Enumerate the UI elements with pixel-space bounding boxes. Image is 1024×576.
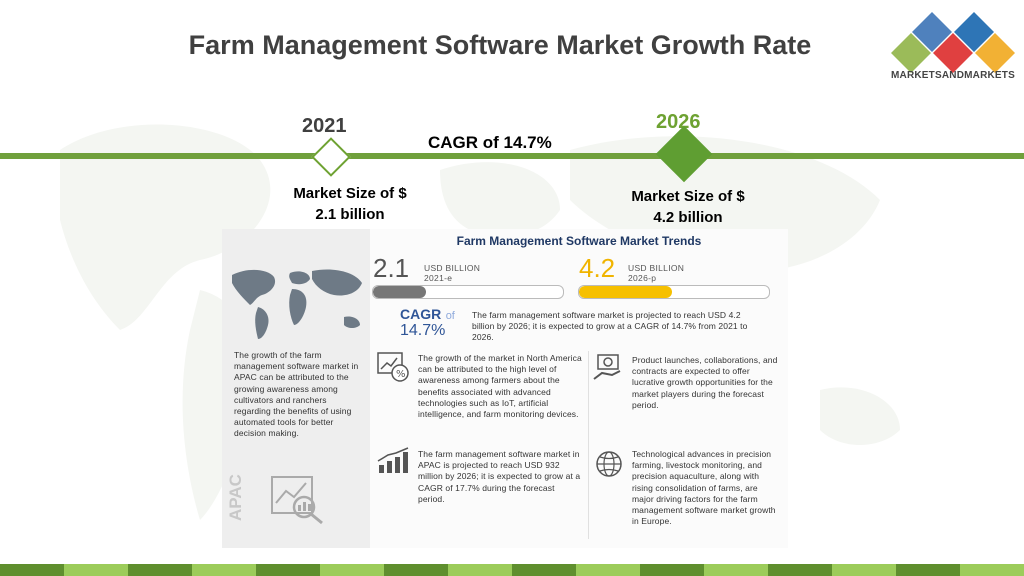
label-2021: 2021-e bbox=[424, 273, 453, 283]
analytics-magnifier-icon bbox=[271, 476, 323, 525]
market-size-start-line1: Market Size of $ bbox=[293, 185, 407, 202]
svg-text:%: % bbox=[396, 369, 406, 380]
progress-fill-2021 bbox=[373, 286, 427, 298]
market-size-end: Market Size of $ 4.2 billion bbox=[608, 186, 768, 228]
apac-sidebar: The growth of the farm management softwa… bbox=[222, 229, 370, 548]
timeline-bar bbox=[0, 153, 1024, 159]
trends-infographic: The growth of the farm management softwa… bbox=[222, 229, 788, 548]
column-divider bbox=[588, 351, 589, 539]
bar-growth-icon bbox=[377, 447, 409, 473]
point-apac: The farm management software market in A… bbox=[418, 449, 581, 504]
stripe-segment bbox=[576, 564, 640, 576]
cagr-block: CAGR of 14.7% bbox=[400, 306, 455, 340]
value-2026: 4.2 bbox=[579, 253, 616, 283]
page-title: Farm Management Software Market Growth R… bbox=[188, 30, 812, 60]
stripe-segment bbox=[192, 564, 256, 576]
stripe-segment bbox=[512, 564, 576, 576]
globe-icon bbox=[596, 451, 622, 477]
stripe-segment bbox=[960, 564, 1024, 576]
stripe-segment bbox=[320, 564, 384, 576]
infographic-title: Farm Management Software Market Trends bbox=[456, 234, 702, 248]
point-products: Product launches, collaborations, and co… bbox=[632, 355, 778, 410]
value-2021: 2.1 bbox=[373, 253, 410, 283]
unit-2021-text: USD BILLION bbox=[424, 263, 481, 273]
unit-2026: USD BILLION 2026-p bbox=[628, 263, 684, 283]
apac-side-text: The growth of the farm management softwa… bbox=[234, 350, 359, 439]
apac-vertical-label: APAC bbox=[226, 474, 245, 521]
progress-bar-2026 bbox=[578, 285, 770, 299]
progress-fill-2026 bbox=[579, 286, 673, 298]
stripe-segment bbox=[832, 564, 896, 576]
percent-chart-icon: % bbox=[377, 352, 409, 382]
stripe-segment bbox=[64, 564, 128, 576]
year-start: 2021 bbox=[302, 115, 347, 137]
unit-2021: USD BILLION 2021-e bbox=[424, 263, 480, 283]
summary-text: The farm management software market is p… bbox=[472, 310, 748, 343]
point-north-america: The growth of the market in North Americ… bbox=[418, 353, 582, 420]
market-size-end-line1: Market Size of $ bbox=[631, 188, 745, 205]
cagr-label: CAGR of 14.7% bbox=[428, 133, 552, 152]
stripe-segment bbox=[384, 564, 448, 576]
logo-text: MARKETSANDMARKETS bbox=[891, 70, 1015, 81]
world-map-icon bbox=[232, 269, 362, 339]
marketsandmarkets-logo-icon bbox=[891, 12, 1015, 73]
cagr-word: CAGR bbox=[400, 306, 442, 322]
market-size-end-line2: 4.2 billion bbox=[653, 209, 723, 226]
progress-bar-2021 bbox=[372, 285, 564, 299]
stripe-segment bbox=[704, 564, 768, 576]
money-hand-icon bbox=[593, 354, 621, 380]
market-size-start-line2: 2.1 billion bbox=[315, 206, 385, 223]
stripe-segment bbox=[0, 564, 64, 576]
stripe-segment bbox=[448, 564, 512, 576]
stripe-segment bbox=[256, 564, 320, 576]
cagr-value: 14.7% bbox=[400, 322, 446, 339]
bottom-stripe bbox=[0, 564, 1024, 576]
stripe-segment bbox=[640, 564, 704, 576]
point-europe: Technological advances in precision farm… bbox=[632, 449, 776, 527]
stripe-segment bbox=[128, 564, 192, 576]
stripe-segment bbox=[896, 564, 960, 576]
cagr-of: of bbox=[445, 310, 455, 322]
market-size-start: Market Size of $ 2.1 billion bbox=[270, 183, 430, 225]
label-2026: 2026-p bbox=[628, 273, 657, 283]
year-end: 2026 bbox=[656, 111, 701, 133]
stripe-segment bbox=[768, 564, 832, 576]
unit-2026-text: USD BILLION bbox=[628, 263, 685, 273]
